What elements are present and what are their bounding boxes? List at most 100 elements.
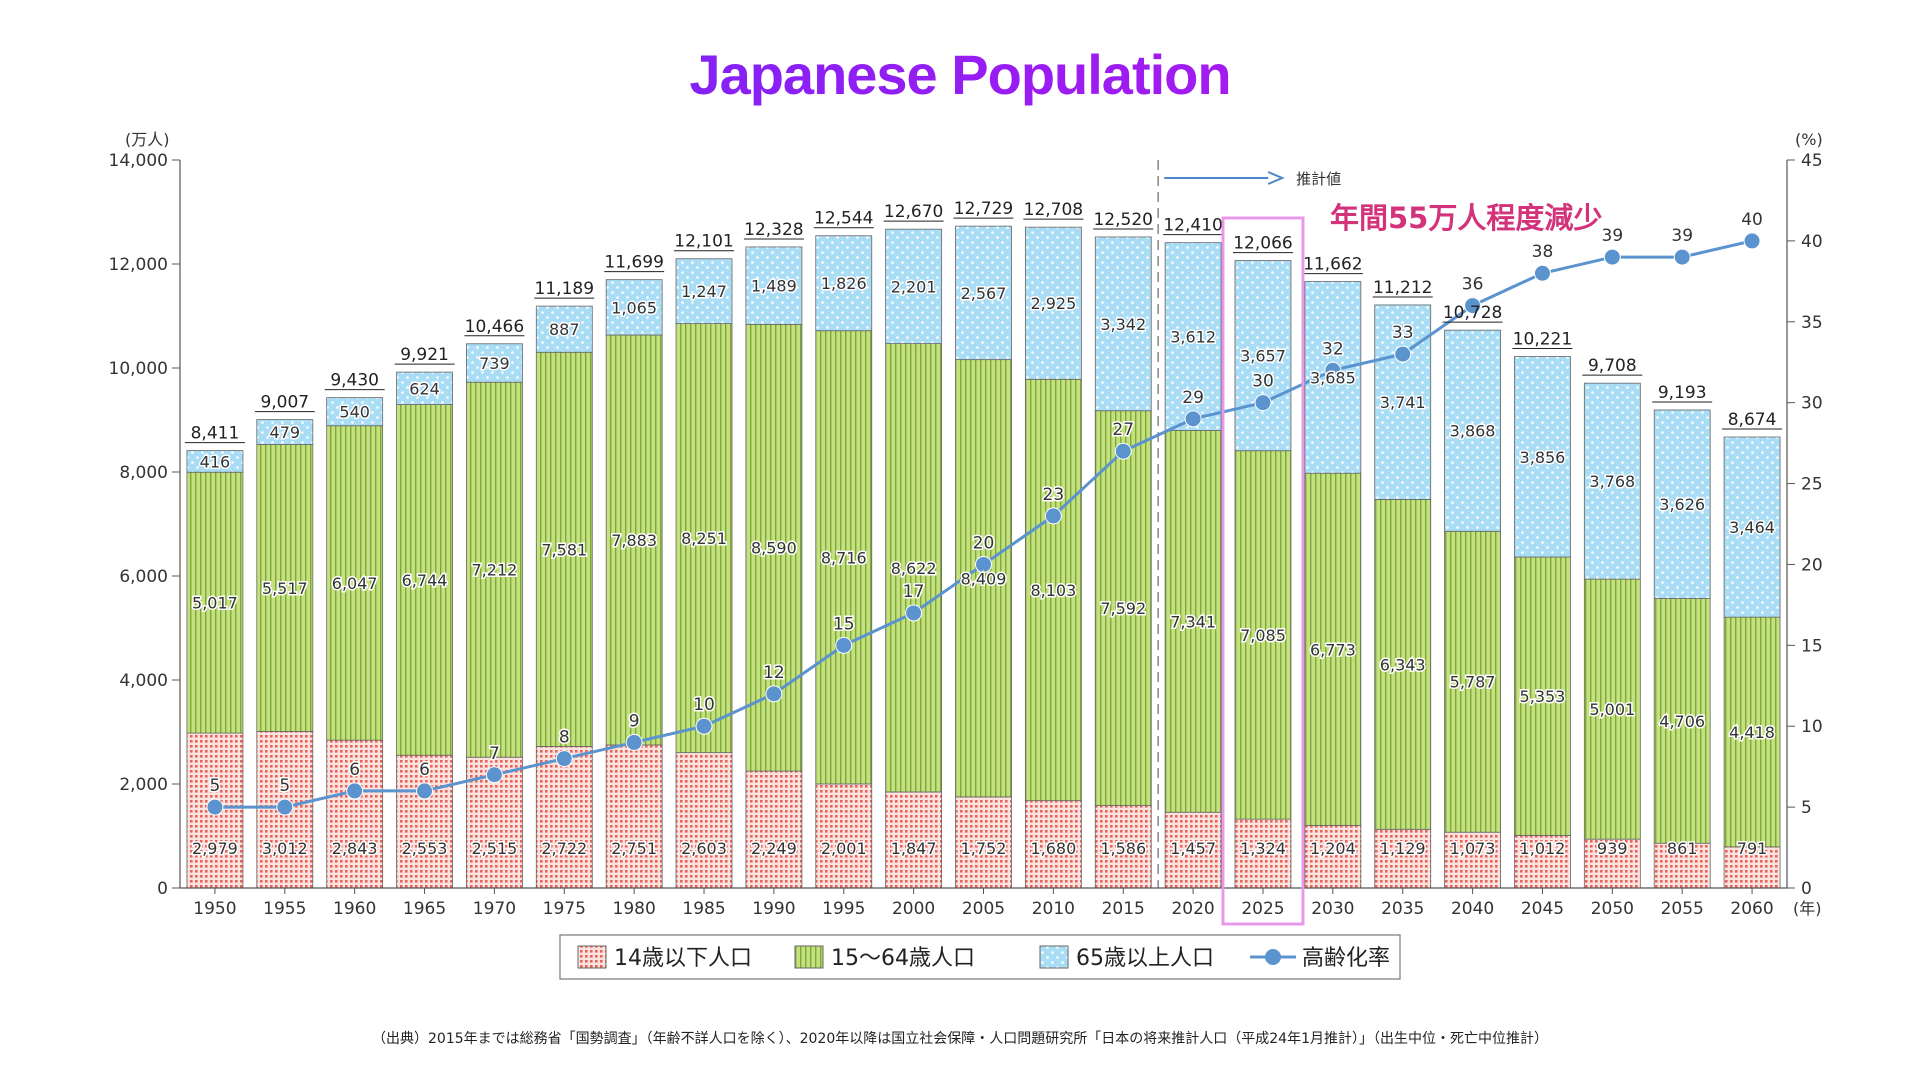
right-axis-tick-label: 10	[1801, 717, 1823, 737]
aging-rate-label: 5	[279, 776, 290, 796]
aging-rate-line: 5 5 6 6 7 8 9 10 12 15 17 20 23 27 29 30 32 33 36 38 39 39 40	[206, 208, 1764, 816]
aging-rate-label: 33	[1392, 323, 1414, 343]
label-under15: 1,324	[1240, 839, 1286, 858]
aging-rate-point	[416, 782, 434, 800]
label-under15: 1,680	[1030, 839, 1076, 858]
aging-rate-label: 12	[763, 663, 785, 683]
label-total: 8,674	[1728, 410, 1777, 430]
aging-rate-label: 20	[973, 533, 995, 553]
label-under15: 861	[1667, 839, 1698, 858]
label-15-64: 5,017	[192, 594, 238, 613]
right-axis-tick-label: 0	[1801, 879, 1812, 899]
bar-15-64	[396, 404, 453, 756]
bar-over65	[326, 397, 384, 427]
x-axis-tick-label: 2005	[962, 899, 1005, 919]
x-axis-unit: (年)	[1793, 899, 1822, 918]
label-under15: 1,204	[1310, 839, 1356, 858]
x-axis-tick-label: 1960	[333, 899, 376, 919]
label-over65: 2,567	[961, 284, 1007, 303]
bar-15-64	[1094, 410, 1152, 806]
right-axis-tick-label: 15	[1801, 636, 1823, 656]
label-over65: 3,612	[1170, 328, 1216, 347]
left-axis-tick-label: 14,000	[109, 151, 168, 171]
bar-under15	[1304, 824, 1362, 889]
aging-rate-label: 23	[1043, 485, 1065, 505]
aging-rate-label: 30	[1252, 372, 1274, 392]
right-axis-tick-label: 45	[1801, 151, 1823, 171]
label-over65: 3,685	[1310, 368, 1356, 387]
aging-rate-label: 32	[1322, 339, 1344, 359]
label-under15: 1,457	[1170, 839, 1216, 858]
x-axis-tick-label: 2000	[892, 899, 935, 919]
bar-under15	[1653, 842, 1711, 889]
x-axis-tick-label: 2015	[1102, 899, 1145, 919]
label-over65: 3,464	[1729, 518, 1775, 537]
highlight-box	[1221, 216, 1305, 926]
aging-rate-point	[1044, 507, 1062, 525]
right-axis-tick-label: 5	[1801, 798, 1812, 818]
label-over65: 416	[200, 452, 231, 471]
aging-rate-point	[276, 798, 294, 816]
label-over65: 1,489	[751, 277, 797, 296]
x-axis-tick-label: 1955	[263, 899, 306, 919]
label-15-64: 8,409	[961, 569, 1007, 588]
legend-15-64-label: 15～64歳人口	[831, 946, 975, 971]
right-axis-tick-label: 40	[1801, 232, 1823, 252]
label-total: 11,212	[1373, 278, 1432, 298]
label-over65: 2,925	[1030, 294, 1076, 313]
aging-rate-label: 8	[559, 728, 570, 748]
chart-grid: 推計値	[1157, 160, 1341, 888]
aging-rate-point	[206, 798, 224, 816]
legend-under15-label: 14歳以下人口	[614, 946, 752, 971]
left-axis-unit: (万人)	[125, 130, 170, 149]
chart-axes: 0 2,000 4,000 6,000 8,000 10,000 12,000 14,000 (…	[109, 130, 1823, 919]
label-15-64: 7,592	[1100, 599, 1146, 618]
label-under15: 939	[1597, 839, 1628, 858]
bar-over65	[605, 279, 663, 336]
label-15-64: 8,251	[681, 529, 727, 548]
bar-15-64	[675, 323, 733, 754]
aging-rate-label: 36	[1462, 275, 1484, 295]
label-under15: 2,603	[681, 839, 727, 858]
bar-under15	[605, 744, 663, 889]
x-axis-tick-label: 2060	[1730, 899, 1773, 919]
label-under15: 2,001	[821, 839, 867, 858]
aging-rate-point	[625, 733, 643, 751]
x-axis-tick-label: 2055	[1661, 899, 1704, 919]
label-total: 9,007	[260, 393, 309, 413]
aging-rate-point	[1533, 264, 1551, 282]
label-total: 12,670	[884, 202, 943, 222]
aging-rate-point	[975, 555, 992, 573]
aging-rate-point	[1603, 248, 1621, 266]
label-over65: 3,741	[1380, 393, 1426, 412]
label-15-64: 5,353	[1520, 687, 1566, 706]
x-axis-tick-label: 1995	[822, 899, 865, 919]
label-total: 10,221	[1513, 330, 1572, 350]
label-15-64: 7,341	[1170, 612, 1216, 631]
label-15-64: 8,716	[821, 548, 867, 567]
aging-rate-label: 39	[1602, 226, 1624, 246]
aging-rate-point	[765, 685, 783, 703]
aging-rate-label: 10	[693, 695, 715, 715]
label-under15: 2,515	[472, 839, 518, 858]
bar-under15	[1024, 800, 1082, 889]
label-under15: 2,249	[751, 839, 797, 858]
x-axis-tick-label: 2020	[1171, 899, 1214, 919]
bar-over65	[186, 450, 244, 473]
bar-over65	[1444, 329, 1501, 532]
label-total: 12,101	[674, 232, 733, 252]
bar-over65	[466, 343, 523, 383]
right-axis-tick-label: 30	[1801, 394, 1823, 414]
bar-under15	[1444, 831, 1501, 889]
x-axis-tick-label: 1970	[473, 899, 516, 919]
aging-rate-label: 7	[489, 744, 500, 764]
bar-over65	[1514, 356, 1571, 558]
left-axis-tick-label: 2,000	[119, 775, 168, 795]
x-axis-tick-label: 1990	[752, 899, 795, 919]
x-axis-tick-label: 1980	[613, 899, 656, 919]
label-15-64: 6,343	[1380, 655, 1426, 674]
aging-rate-point	[1464, 297, 1482, 315]
projection-label: 推計値	[1296, 170, 1341, 188]
x-axis-tick-label: 2025	[1241, 899, 1284, 919]
